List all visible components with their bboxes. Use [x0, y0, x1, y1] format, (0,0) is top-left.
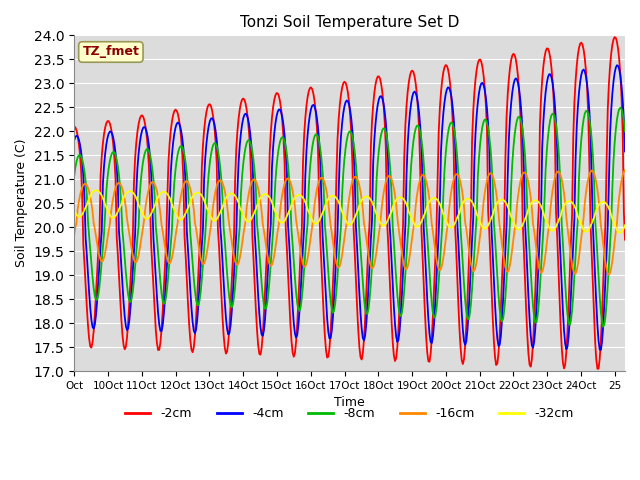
-4cm — [242, 111, 250, 117]
-4cm — [613, 62, 621, 68]
-16cm — [378, 199, 386, 205]
-4cm — [70, 137, 78, 143]
-32cm — [380, 223, 387, 228]
X-axis label: Time: Time — [334, 396, 365, 409]
Line: -32cm: -32cm — [74, 190, 625, 233]
-32cm — [92, 187, 100, 193]
-2cm — [611, 34, 618, 40]
-2cm — [475, 57, 483, 63]
-2cm — [621, 237, 629, 242]
-4cm — [597, 347, 605, 353]
-2cm — [303, 103, 310, 108]
-4cm — [475, 90, 483, 96]
-32cm — [70, 207, 78, 213]
Line: -16cm: -16cm — [74, 170, 625, 275]
-32cm — [572, 205, 579, 211]
-8cm — [378, 127, 386, 133]
-2cm — [593, 366, 601, 372]
-16cm — [70, 232, 78, 238]
Y-axis label: Soil Temperature (C): Soil Temperature (C) — [15, 139, 28, 267]
Title: Tonzi Soil Temperature Set D: Tonzi Soil Temperature Set D — [240, 15, 460, 30]
Legend: -2cm, -4cm, -8cm, -16cm, -32cm: -2cm, -4cm, -8cm, -16cm, -32cm — [120, 402, 579, 425]
-32cm — [406, 211, 414, 217]
-2cm — [70, 123, 78, 129]
-8cm — [242, 145, 250, 151]
-16cm — [242, 219, 250, 225]
-4cm — [303, 148, 310, 154]
-8cm — [303, 233, 310, 239]
-4cm — [378, 96, 386, 101]
-32cm — [621, 222, 629, 228]
-8cm — [571, 274, 579, 279]
-4cm — [621, 149, 629, 155]
-32cm — [616, 230, 624, 236]
-8cm — [599, 324, 607, 330]
-32cm — [243, 218, 250, 224]
-2cm — [405, 79, 413, 85]
Line: -4cm: -4cm — [74, 65, 625, 350]
Line: -8cm: -8cm — [74, 108, 625, 327]
-32cm — [304, 207, 312, 213]
-2cm — [571, 100, 579, 106]
-16cm — [303, 261, 310, 266]
-8cm — [475, 156, 483, 161]
-8cm — [616, 105, 624, 110]
-8cm — [405, 220, 413, 226]
-16cm — [405, 259, 413, 264]
-16cm — [621, 167, 629, 173]
-2cm — [242, 100, 250, 106]
-2cm — [378, 89, 386, 95]
Line: -2cm: -2cm — [74, 37, 625, 369]
-8cm — [621, 129, 629, 134]
-16cm — [571, 271, 579, 276]
-4cm — [571, 215, 579, 221]
-4cm — [405, 123, 413, 129]
Text: TZ_fmet: TZ_fmet — [83, 46, 140, 59]
-8cm — [70, 173, 78, 179]
-16cm — [605, 272, 612, 277]
-32cm — [476, 219, 484, 225]
-16cm — [475, 242, 483, 248]
